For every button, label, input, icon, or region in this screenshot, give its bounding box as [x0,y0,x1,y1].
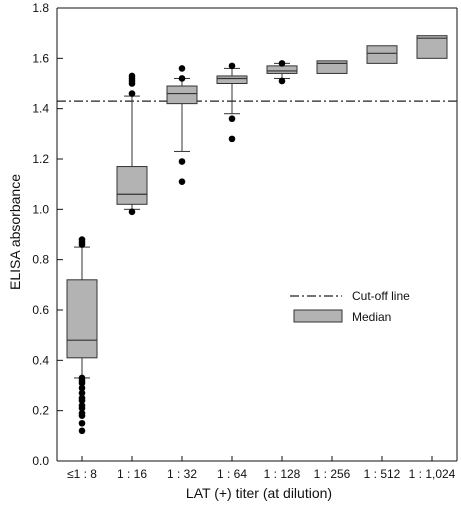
outlier-point [278,77,286,85]
outlier-point [128,90,136,97]
y-tick-label: 0.6 [32,303,49,317]
outlier-point [178,65,186,72]
outlier-point [78,389,86,397]
outlier-point [128,208,136,216]
plot-area [57,7,458,461]
box-group [166,65,198,185]
outlier-point [78,236,86,243]
x-tick-label: 1 : 1,024 [409,467,456,481]
legend: Cut-off line Median [290,289,410,324]
y-tick-label: 0.2 [32,404,49,418]
box [116,166,148,205]
box-group [366,45,398,64]
y-axis: 0.0 0.2 0.4 0.6 0.8 1.0 1.2 1.4 1.6 1.8 [32,1,63,468]
x-axis-title: LAT (+) titer (at dilution) [186,485,332,501]
outlier-point [78,374,86,382]
outlier-point [128,72,136,80]
box [266,65,298,74]
box [66,279,98,359]
box-group [416,35,448,59]
x-tick-label: ≤1 : 8 [67,467,97,481]
y-tick-label: 0.4 [32,353,49,367]
y-axis-title: ELISA absorbance [7,174,23,290]
outlier-point [178,158,186,165]
y-tick-label: 1.2 [32,152,49,166]
legend-cutoff-label: Cut-off line [352,289,410,303]
y-tick-label: 1.4 [32,102,49,116]
box-group [116,72,148,216]
x-axis: ≤1 : 8 1 : 16 1 : 32 1 : 64 1 : 128 1 : 256 1 … [57,456,457,481]
box-group [66,236,98,435]
outlier-point [228,115,236,123]
x-tick-label: 1 : 128 [264,467,301,481]
y-tick-label: 1.8 [32,1,49,15]
outlier-point [228,135,236,143]
outlier-point [78,427,86,435]
outlier-point [228,62,236,70]
outlier-point [78,402,86,409]
outlier-point [78,419,86,427]
outlier-point [78,384,86,392]
x-tick-label: 1 : 32 [167,467,197,481]
box [416,35,448,59]
box [316,60,348,74]
x-tick-label: 1 : 64 [217,467,247,481]
outlier-point [178,75,186,82]
y-tick-label: 1.6 [32,51,49,65]
x-tick-label: 1 : 256 [314,467,351,481]
x-tick-label: 1 : 16 [117,467,147,481]
x-tick-label: 1 : 512 [364,467,401,481]
legend-median-label: Median [352,310,391,324]
box-group [316,60,348,74]
y-tick-label: 0.8 [32,253,49,267]
box-group [266,60,298,85]
legend-median-symbol [293,309,343,323]
outlier-point [178,178,186,185]
box [366,45,398,64]
box [216,75,248,84]
box-group [216,62,248,143]
outlier-point [278,60,286,67]
outlier-point [78,409,86,417]
outlier-point [78,394,86,402]
y-tick-label: 1.0 [32,202,49,216]
y-tick-label: 0.0 [32,454,49,468]
box [166,85,198,105]
